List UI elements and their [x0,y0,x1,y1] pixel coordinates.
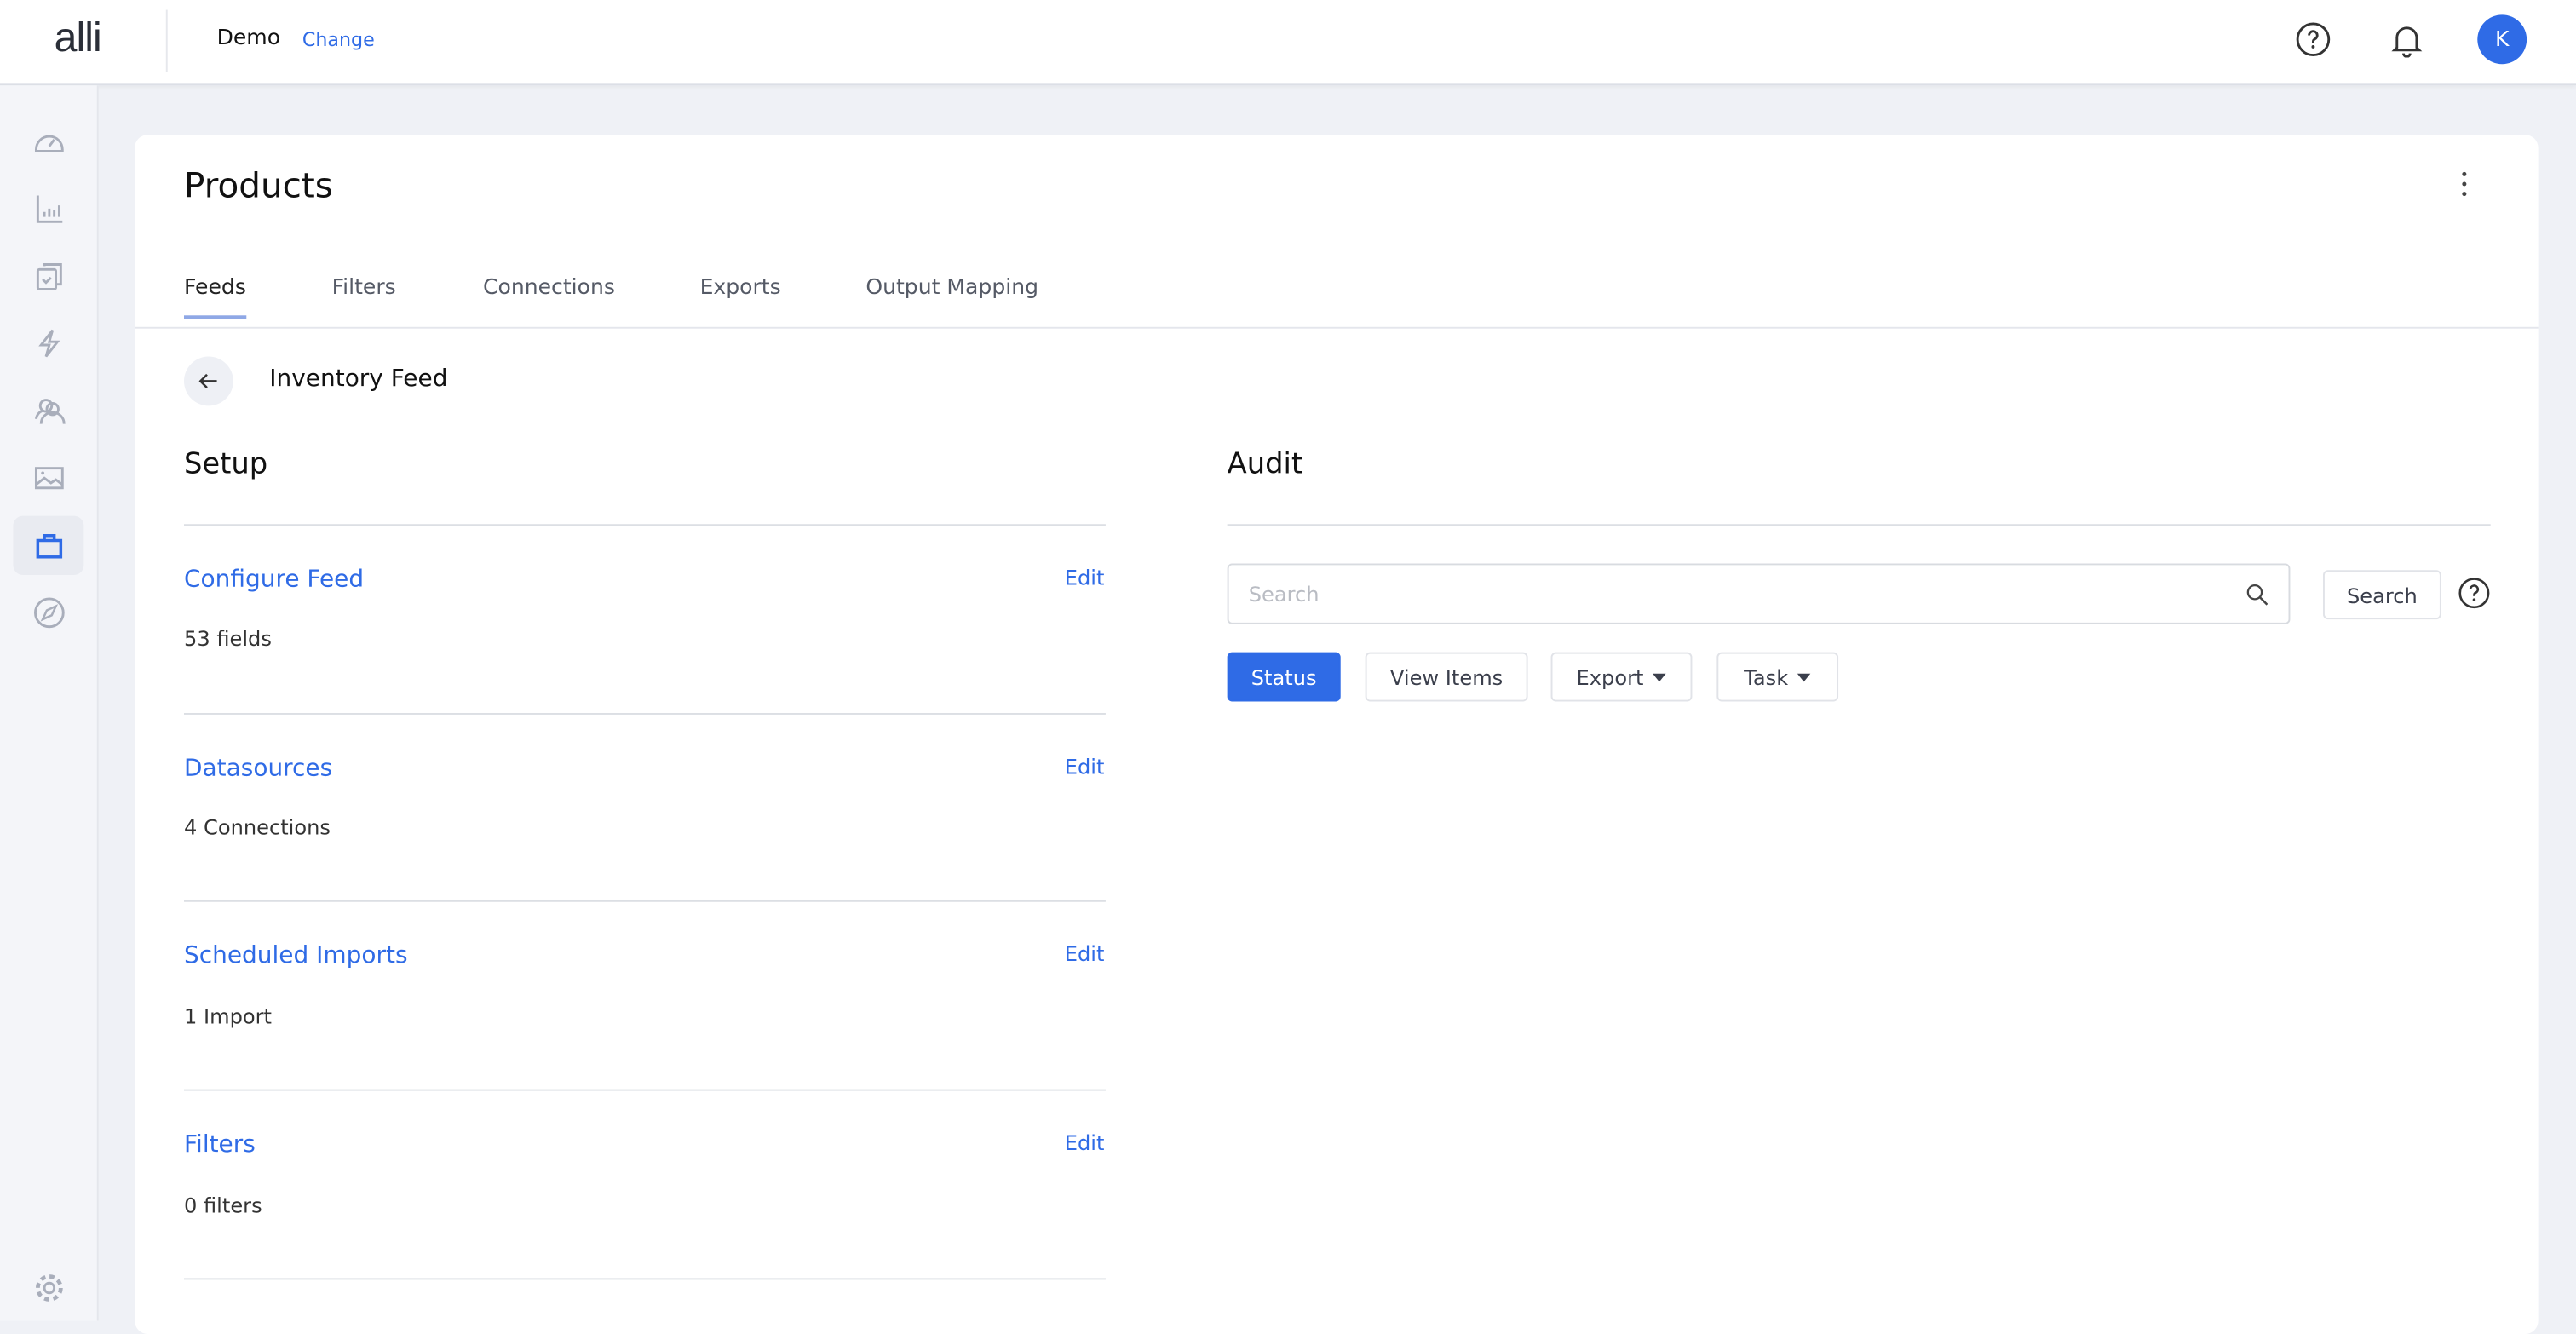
sidebar [0,85,99,1321]
divider [165,9,168,72]
sidebar-item-products[interactable] [13,515,84,575]
lightning-icon [37,329,60,358]
more-options-icon[interactable] [2448,168,2481,201]
feed-name: Inventory Feed [269,366,448,393]
compass-icon [33,597,64,629]
datasources-link[interactable]: Datasources [183,756,333,782]
setup-heading: Setup [183,448,268,482]
shopping-bag-icon [35,533,62,559]
bell-icon[interactable] [2389,21,2424,58]
audit-search-field[interactable] [1227,563,2291,624]
bar-chart-icon [35,195,62,223]
export-label: Export [1576,664,1644,690]
divider [183,1278,1106,1280]
scheduled-imports-link[interactable]: Scheduled Imports [183,942,408,969]
tab-filters[interactable]: Filters [331,275,396,301]
task-label: Task [1744,664,1789,690]
scheduled-imports-edit[interactable]: Edit [1064,941,1105,966]
sidebar-item-audiences[interactable] [13,381,83,440]
configure-feed-edit[interactable]: Edit [1064,565,1105,590]
filters-link[interactable]: Filters [183,1131,256,1159]
help-circle-icon[interactable] [2295,21,2331,57]
image-icon [34,467,63,490]
divider [183,1089,1106,1091]
configure-feed-summary: 53 fields [183,625,272,651]
tab-feeds[interactable]: Feeds [183,276,246,319]
page-title: Products [183,165,333,206]
tab-output-mapping[interactable]: Output Mapping [865,275,1039,301]
sidebar-item-tasks[interactable] [13,246,83,305]
tab-connections[interactable]: Connections [482,275,615,301]
back-button[interactable] [183,356,233,406]
alli-logo[interactable]: alli [54,14,102,61]
sidebar-item-dashboard[interactable] [13,112,83,170]
arrow-left-icon [198,373,217,389]
user-avatar[interactable]: K [2477,14,2527,65]
help-circle-icon[interactable] [2458,577,2491,610]
sidebar-item-assets[interactable] [13,448,83,507]
sidebar-item-settings[interactable] [13,1258,83,1317]
task-dropdown[interactable]: Task [1716,652,1839,702]
audit-heading: Audit [1227,448,1303,482]
caret-down-icon [1797,672,1812,681]
export-dropdown[interactable]: Export [1550,652,1693,702]
configure-feed-link[interactable]: Configure Feed [183,566,365,594]
scheduled-imports-summary: 1 Import [183,1003,273,1029]
products-card: Products Feeds Filters Connections Expor… [135,135,2539,1334]
filters-edit[interactable]: Edit [1064,1130,1105,1155]
sidebar-item-automations[interactable] [13,313,83,372]
divider [183,900,1106,902]
sidebar-item-reports[interactable] [13,179,83,238]
sidebar-item-explore[interactable] [13,584,83,642]
divider [183,712,1106,715]
org-name: Demo [216,26,281,51]
users-icon [34,399,65,424]
audit-search-input[interactable] [1245,579,2238,608]
tab-exports[interactable]: Exports [699,275,781,301]
top-bar: alli Demo Change K [0,0,2576,86]
change-org-link[interactable]: Change [302,27,375,51]
caret-down-icon [1653,672,1667,681]
datasources-summary: 4 Connections [183,814,331,840]
status-button[interactable]: Status [1227,652,1341,702]
tab-bar: Feeds Filters Connections Exports Output… [135,275,2539,329]
search-button[interactable]: Search [2322,570,2441,620]
filters-summary: 0 filters [183,1193,262,1218]
datasources-edit[interactable]: Edit [1064,754,1105,779]
view-items-button[interactable]: View Items [1365,652,1528,702]
search-icon [2246,584,2268,606]
clipboard-check-icon [35,263,61,290]
dashboard-gauge-icon [34,135,63,152]
divider [1227,524,2491,526]
divider [183,524,1106,526]
settings-gear-icon [34,1274,62,1302]
